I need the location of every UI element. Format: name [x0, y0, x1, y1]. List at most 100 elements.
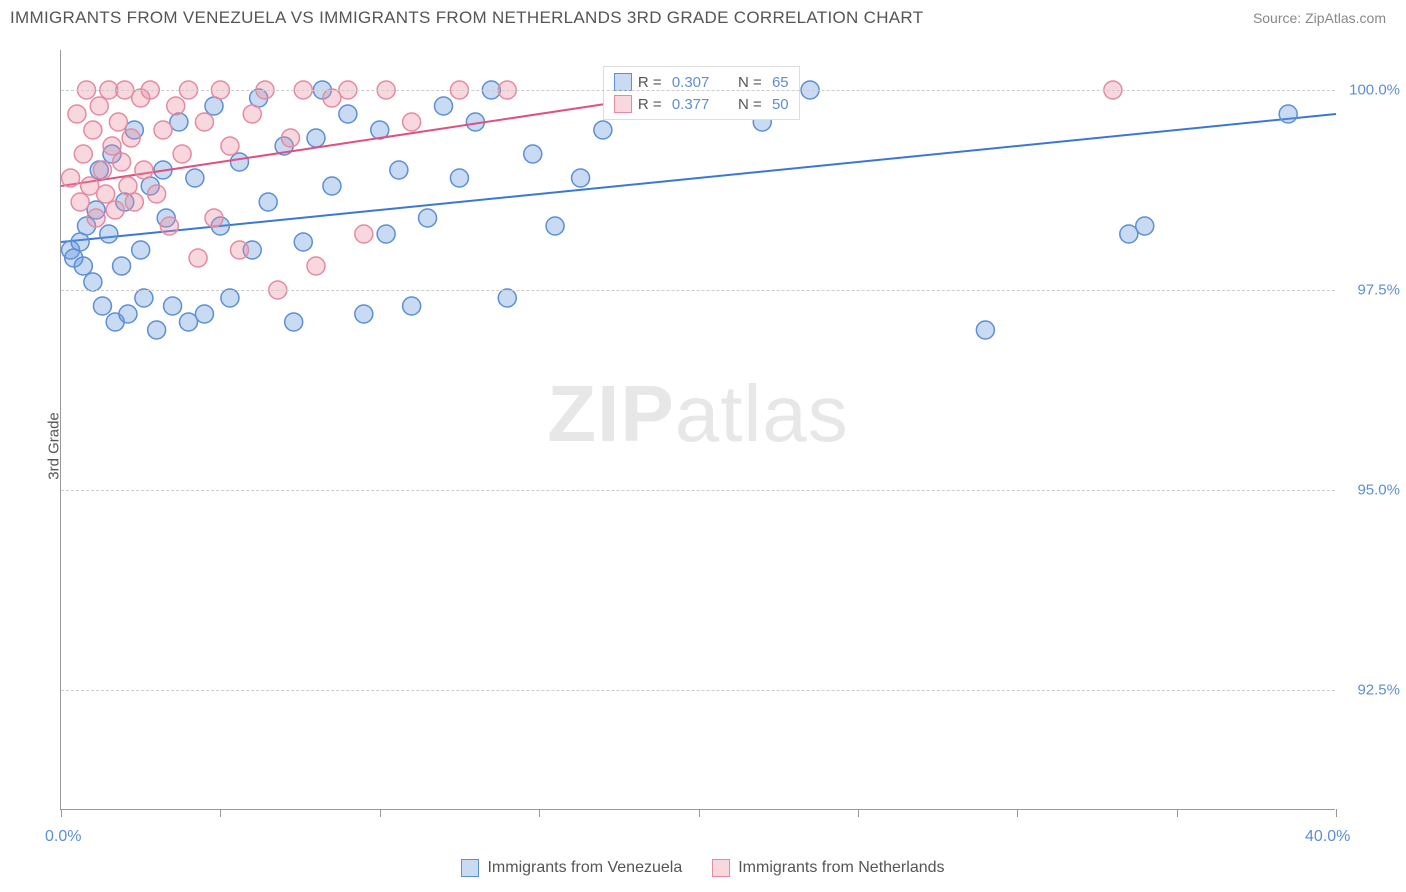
data-point	[81, 177, 99, 195]
data-point	[282, 129, 300, 147]
data-point	[323, 177, 341, 195]
data-point	[113, 153, 131, 171]
data-point	[307, 257, 325, 275]
data-point	[221, 289, 239, 307]
data-point	[122, 129, 140, 147]
data-point	[125, 193, 143, 211]
data-point	[243, 105, 261, 123]
y-tick-label: 97.5%	[1357, 282, 1400, 299]
y-tick-label: 100.0%	[1349, 82, 1400, 99]
data-point	[93, 297, 111, 315]
data-point	[148, 321, 166, 339]
data-point	[160, 217, 178, 235]
data-point	[180, 313, 198, 331]
stats-legend: R = 0.307 N = 65R = 0.377 N = 50	[603, 66, 800, 120]
gridline	[61, 90, 1335, 91]
x-tick	[61, 809, 62, 817]
data-point	[97, 185, 115, 203]
data-point	[390, 161, 408, 179]
data-point	[355, 305, 373, 323]
legend-item: Immigrants from Venezuela	[461, 859, 682, 877]
data-point	[285, 313, 303, 331]
data-point	[71, 193, 89, 211]
x-tick	[858, 809, 859, 817]
legend-swatch	[614, 73, 632, 91]
x-tick	[380, 809, 381, 817]
data-point	[231, 153, 249, 171]
x-tick	[220, 809, 221, 817]
data-point	[195, 113, 213, 131]
data-point	[355, 225, 373, 243]
data-point	[135, 289, 153, 307]
x-axis-max-label: 40.0%	[1305, 828, 1350, 846]
data-point	[93, 161, 111, 179]
data-point	[74, 145, 92, 163]
x-tick	[699, 809, 700, 817]
data-point	[154, 121, 172, 139]
data-point	[195, 305, 213, 323]
data-point	[403, 297, 421, 315]
data-point	[1279, 105, 1297, 123]
legend-swatch	[461, 859, 479, 877]
data-point	[68, 105, 86, 123]
data-point	[976, 321, 994, 339]
data-point	[87, 209, 105, 227]
data-point	[164, 297, 182, 315]
chart-plot-area: ZIPatlas R = 0.307 N = 65R = 0.377 N = 5…	[60, 50, 1335, 810]
data-point	[62, 169, 80, 187]
data-point	[189, 249, 207, 267]
data-point	[167, 97, 185, 115]
data-point	[74, 257, 92, 275]
x-axis-min-label: 0.0%	[45, 828, 81, 846]
data-point	[450, 169, 468, 187]
data-point	[419, 209, 437, 227]
data-point	[100, 225, 118, 243]
data-point	[90, 97, 108, 115]
legend-label: Immigrants from Venezuela	[487, 859, 682, 877]
legend-label: Immigrants from Netherlands	[738, 859, 944, 877]
data-point	[221, 137, 239, 155]
data-point	[339, 105, 357, 123]
data-point	[377, 225, 395, 243]
data-point	[231, 241, 249, 259]
data-point	[186, 169, 204, 187]
data-point	[135, 161, 153, 179]
x-tick	[1017, 809, 1018, 817]
source-attribution: Source: ZipAtlas.com	[1253, 10, 1386, 26]
data-point	[109, 113, 127, 131]
data-point	[259, 193, 277, 211]
legend-item: Immigrants from Netherlands	[712, 859, 944, 877]
data-point	[173, 145, 191, 163]
data-point	[132, 241, 150, 259]
gridline	[61, 490, 1335, 491]
data-point	[205, 209, 223, 227]
data-point	[113, 257, 131, 275]
data-point	[103, 137, 121, 155]
data-point	[524, 145, 542, 163]
data-point	[323, 89, 341, 107]
legend-swatch	[614, 95, 632, 113]
data-point	[403, 113, 421, 131]
scatter-plot-svg	[61, 50, 1335, 809]
data-point	[170, 113, 188, 131]
data-point	[119, 305, 137, 323]
legend-swatch	[712, 859, 730, 877]
data-point	[84, 273, 102, 291]
series-legend: Immigrants from Venezuela Immigrants from…	[0, 859, 1406, 877]
data-point	[546, 217, 564, 235]
data-point	[84, 121, 102, 139]
stats-legend-row: R = 0.377 N = 50	[614, 93, 789, 115]
data-point	[1136, 217, 1154, 235]
data-point	[572, 169, 590, 187]
gridline	[61, 290, 1335, 291]
chart-title: IMMIGRANTS FROM VENEZUELA VS IMMIGRANTS …	[10, 8, 923, 28]
data-point	[435, 97, 453, 115]
data-point	[106, 201, 124, 219]
y-tick-label: 95.0%	[1357, 482, 1400, 499]
data-point	[307, 129, 325, 147]
x-tick	[539, 809, 540, 817]
y-tick-label: 92.5%	[1357, 682, 1400, 699]
data-point	[498, 289, 516, 307]
x-tick	[1336, 809, 1337, 817]
x-tick	[1177, 809, 1178, 817]
